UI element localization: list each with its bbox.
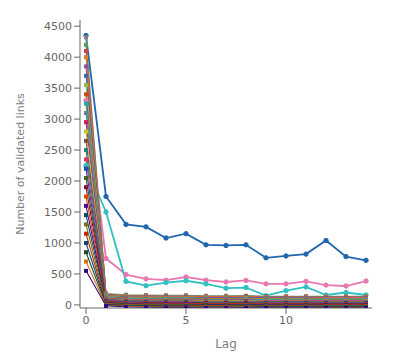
svg-text:Number of validated links: Number of validated links	[14, 93, 27, 235]
svg-text:4500: 4500	[44, 20, 72, 33]
svg-text:500: 500	[51, 268, 72, 281]
svg-text:1500: 1500	[44, 206, 72, 219]
svg-text:1000: 1000	[44, 237, 72, 250]
svg-text:0: 0	[83, 314, 90, 327]
svg-text:3500: 3500	[44, 82, 72, 95]
svg-text:2000: 2000	[44, 175, 72, 188]
svg-text:0: 0	[65, 299, 72, 312]
svg-text:2500: 2500	[44, 144, 72, 157]
svg-text:3000: 3000	[44, 113, 72, 126]
svg-text:10: 10	[279, 314, 293, 327]
svg-text:5: 5	[183, 314, 190, 327]
svg-text:Lag: Lag	[215, 337, 237, 351]
svg-text:4000: 4000	[44, 51, 72, 64]
